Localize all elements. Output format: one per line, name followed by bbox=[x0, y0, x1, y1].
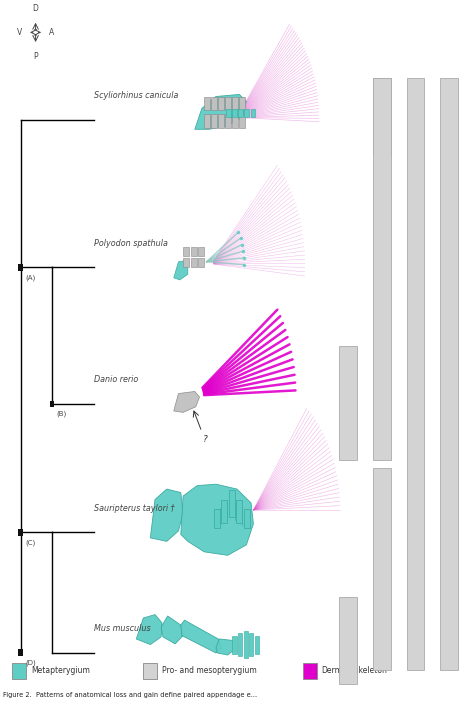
Bar bbox=[198, 247, 204, 256]
Text: Sauripterus taylori †: Sauripterus taylori † bbox=[94, 504, 175, 513]
Polygon shape bbox=[181, 484, 254, 555]
Text: Osteichthyes: Osteichthyes bbox=[413, 353, 418, 394]
Bar bbox=[249, 634, 254, 656]
Text: Teleostei: Teleostei bbox=[346, 389, 350, 417]
Bar bbox=[50, 401, 55, 408]
Text: Figure 2.  Patterns of anatomical loss and gain define paired appendage e...: Figure 2. Patterns of anatomical loss an… bbox=[3, 692, 257, 698]
Bar bbox=[239, 114, 246, 128]
Bar bbox=[440, 78, 458, 670]
Bar bbox=[211, 96, 217, 110]
Bar bbox=[183, 247, 189, 256]
Text: Gnathostomata: Gnathostomata bbox=[447, 350, 452, 399]
Text: Tetrapoda: Tetrapoda bbox=[346, 625, 350, 656]
Bar bbox=[251, 109, 255, 118]
Polygon shape bbox=[181, 620, 222, 653]
Bar bbox=[244, 631, 248, 658]
Text: Scyliorhinus canicula: Scyliorhinus canicula bbox=[94, 91, 179, 100]
Bar bbox=[183, 258, 189, 268]
Polygon shape bbox=[150, 489, 183, 542]
Bar bbox=[191, 258, 197, 268]
Bar bbox=[407, 78, 424, 670]
Bar bbox=[221, 500, 227, 523]
Bar bbox=[236, 500, 242, 523]
Text: (B): (B) bbox=[57, 411, 67, 418]
Bar bbox=[225, 114, 231, 128]
Bar bbox=[204, 114, 210, 128]
Bar bbox=[255, 636, 259, 653]
Bar bbox=[244, 508, 250, 528]
Text: D: D bbox=[33, 4, 38, 13]
Polygon shape bbox=[137, 615, 162, 644]
Bar bbox=[226, 109, 231, 118]
Bar bbox=[218, 96, 224, 110]
Bar bbox=[339, 597, 357, 685]
Text: Metapterygium: Metapterygium bbox=[31, 666, 90, 675]
Text: Actinopterygii: Actinopterygii bbox=[379, 246, 384, 291]
Bar bbox=[191, 247, 197, 256]
Bar bbox=[302, 663, 317, 679]
Text: Dermatoskeleton: Dermatoskeleton bbox=[321, 666, 387, 675]
Bar bbox=[339, 346, 357, 459]
Bar bbox=[245, 109, 249, 118]
Bar bbox=[204, 96, 210, 110]
Text: Mus musculus: Mus musculus bbox=[94, 624, 151, 634]
Text: V: V bbox=[17, 28, 22, 37]
Bar bbox=[232, 636, 237, 653]
Bar bbox=[238, 634, 242, 656]
Text: Pro- and mesopterygium: Pro- and mesopterygium bbox=[162, 666, 257, 675]
Bar bbox=[18, 529, 23, 536]
Bar bbox=[228, 491, 235, 517]
Text: (A): (A) bbox=[25, 274, 36, 281]
Bar bbox=[232, 109, 237, 118]
Bar bbox=[214, 508, 219, 528]
Polygon shape bbox=[161, 616, 183, 644]
Text: (D): (D) bbox=[25, 660, 36, 666]
Polygon shape bbox=[216, 639, 235, 655]
Text: (C): (C) bbox=[25, 539, 36, 546]
Text: Danio rerio: Danio rerio bbox=[94, 375, 138, 384]
Polygon shape bbox=[195, 94, 246, 130]
Bar bbox=[12, 663, 26, 679]
Text: Sarcopterygii: Sarcopterygii bbox=[379, 548, 384, 590]
Text: P: P bbox=[33, 52, 38, 61]
Bar bbox=[211, 114, 217, 128]
Text: ?: ? bbox=[203, 435, 208, 444]
Bar bbox=[143, 663, 157, 679]
Polygon shape bbox=[174, 392, 200, 412]
Bar bbox=[239, 96, 246, 110]
Bar bbox=[373, 78, 391, 459]
Text: Chondrichthyes: Chondrichthyes bbox=[379, 91, 384, 141]
Bar bbox=[18, 649, 23, 656]
Bar bbox=[232, 114, 238, 128]
Text: Polyodon spathula: Polyodon spathula bbox=[94, 239, 168, 248]
Text: A: A bbox=[49, 28, 54, 37]
Bar bbox=[198, 258, 204, 268]
Bar bbox=[232, 96, 238, 110]
Bar bbox=[373, 78, 391, 154]
Bar bbox=[238, 109, 243, 118]
Bar bbox=[218, 114, 224, 128]
Polygon shape bbox=[174, 261, 188, 280]
Bar bbox=[18, 264, 23, 271]
Bar bbox=[225, 96, 231, 110]
Bar bbox=[373, 468, 391, 670]
